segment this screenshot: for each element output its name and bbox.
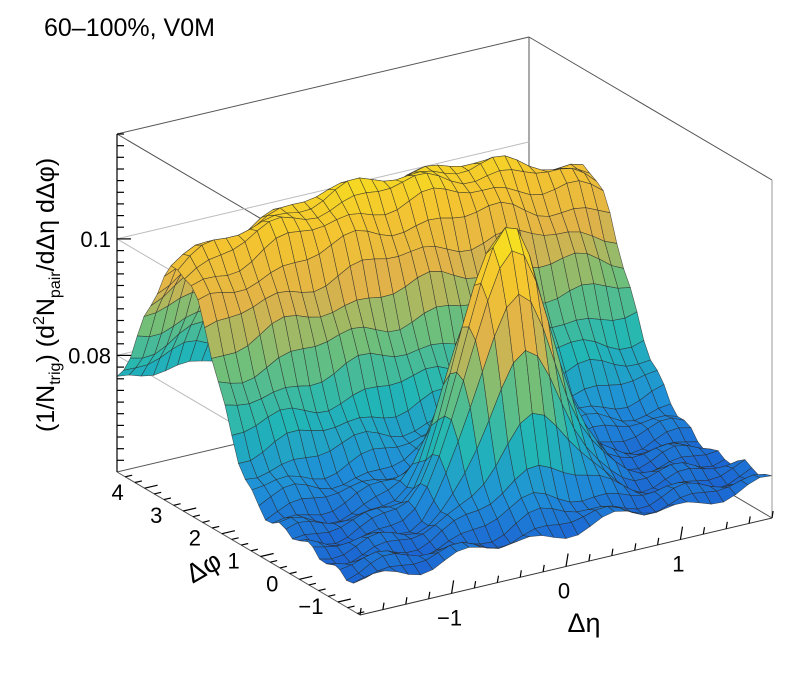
z-gridline bbox=[116, 141, 530, 240]
y-tick-minor bbox=[202, 520, 210, 523]
y-tick-label: 0 bbox=[266, 571, 278, 596]
z-label-pair: pair bbox=[47, 271, 64, 298]
x-tick-minor bbox=[359, 607, 362, 616]
y-tick-minor bbox=[134, 480, 143, 484]
x-tick-minor bbox=[382, 602, 385, 610]
y-tick-minor bbox=[308, 582, 317, 586]
surface-cell bbox=[752, 473, 773, 478]
x-tick-minor bbox=[519, 570, 522, 578]
y-tick-label: 2 bbox=[189, 526, 201, 551]
x-tick-minor bbox=[428, 591, 431, 599]
y-tick-minor bbox=[241, 542, 249, 546]
z-tick-label: 0.1 bbox=[80, 227, 111, 252]
frame-edge bbox=[116, 471, 361, 616]
y-tick-label: 3 bbox=[150, 503, 162, 528]
x-tick-label: 1 bbox=[672, 552, 684, 577]
frame-edge bbox=[528, 36, 773, 181]
x-tick-minor bbox=[702, 527, 706, 535]
y-tick-minor bbox=[318, 588, 326, 592]
y-tick-major bbox=[260, 552, 274, 558]
y-tick-major bbox=[221, 530, 236, 535]
frame-edge bbox=[116, 36, 530, 135]
y-tick-major bbox=[144, 484, 158, 489]
z-label-open: (1/N bbox=[32, 385, 60, 432]
axes: −1 0 1 −1 0 1 2 3 4 0.08 0.1 bbox=[68, 133, 774, 630]
x-tick-minor bbox=[473, 580, 477, 589]
y-tick-minor bbox=[347, 605, 355, 609]
x-tick-label: 0 bbox=[558, 579, 570, 604]
z-label-trig: trig bbox=[47, 363, 64, 385]
x-tick-minor bbox=[725, 521, 728, 529]
x-axis-label: Δη bbox=[567, 608, 600, 638]
x-tick-major bbox=[451, 580, 455, 594]
x-tick-major bbox=[679, 526, 684, 540]
z-label-mid: ) (d bbox=[32, 325, 60, 363]
y-tick-minor bbox=[173, 503, 181, 506]
y-tick-major bbox=[337, 598, 352, 603]
y-tick-label: −1 bbox=[298, 594, 323, 619]
y-tick-minor bbox=[250, 548, 259, 552]
x-tick-minor bbox=[657, 537, 660, 545]
y-tick-minor bbox=[154, 491, 162, 495]
y-tick-minor bbox=[270, 560, 278, 563]
z-tick-label: 0.08 bbox=[68, 343, 111, 368]
y-tick-minor bbox=[231, 537, 239, 540]
z-axis-label: (1/Ntrig) (d2Npair/dΔη dΔφ) bbox=[31, 158, 64, 432]
y-tick-minor bbox=[212, 525, 220, 529]
x-tick-minor bbox=[496, 575, 500, 583]
y-tick-minor bbox=[125, 474, 133, 478]
y-tick-minor bbox=[357, 611, 365, 614]
z-label-sq: 2 bbox=[31, 316, 48, 325]
y-tick-major bbox=[183, 507, 197, 512]
y-tick-minor bbox=[192, 514, 201, 518]
x-tick-minor bbox=[611, 548, 614, 556]
z-label-close: /dΔη dΔφ) bbox=[32, 158, 60, 272]
y-tick-minor bbox=[279, 565, 288, 569]
z-label-n: N bbox=[32, 298, 60, 316]
x-tick-minor bbox=[748, 516, 751, 524]
y-tick-label: 4 bbox=[111, 480, 123, 505]
x-tick-minor bbox=[405, 597, 408, 605]
y-tick-minor bbox=[163, 497, 172, 501]
x-tick-minor bbox=[542, 564, 545, 572]
y-tick-label: 1 bbox=[227, 549, 239, 574]
x-tick-minor bbox=[771, 510, 774, 519]
x-tick-minor bbox=[588, 554, 591, 562]
y-axis-label: Δφ bbox=[181, 545, 227, 589]
chart-title: 60–100%, V0M bbox=[44, 14, 215, 42]
x-tick-label: −1 bbox=[437, 605, 462, 630]
y-tick-minor bbox=[289, 571, 297, 575]
y-tick-minor bbox=[328, 594, 336, 597]
y-tick-major bbox=[299, 575, 313, 580]
x-tick-minor bbox=[634, 543, 637, 551]
surface-mesh bbox=[116, 155, 773, 584]
x-tick-major bbox=[565, 553, 569, 567]
